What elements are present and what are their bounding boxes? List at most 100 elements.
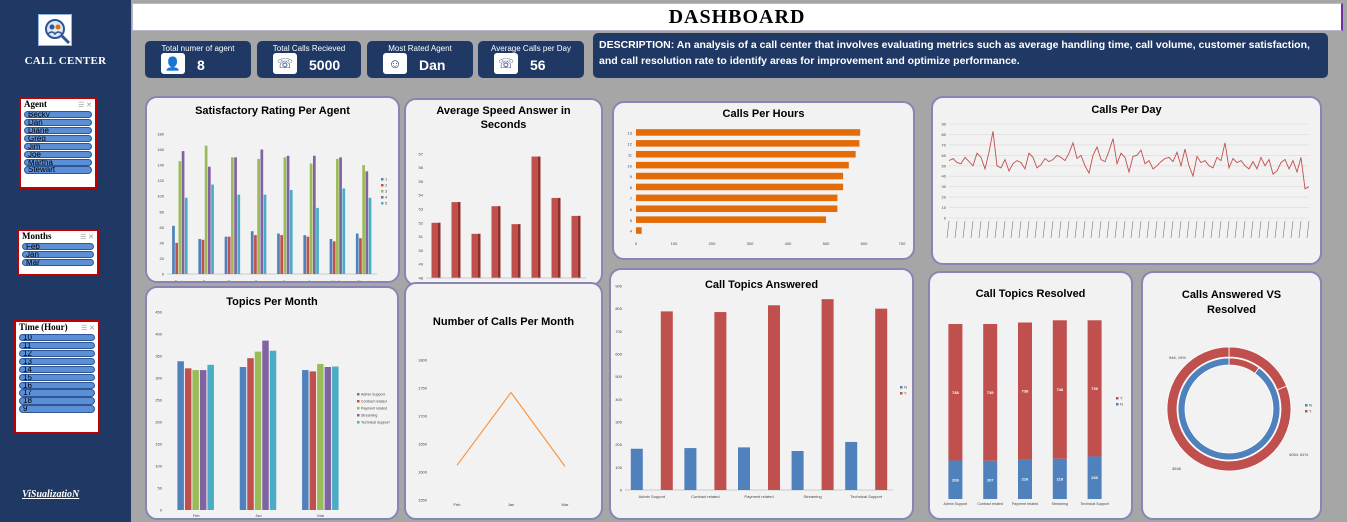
bar (768, 305, 780, 490)
legend-label: Streaming (361, 414, 377, 418)
y-tick-label: 5 (630, 218, 633, 223)
y-tick-label: 56 (419, 165, 424, 170)
bar (714, 312, 727, 490)
y-tick-label: 100 (155, 464, 162, 469)
slicer-item[interactable]: 17 (19, 389, 95, 397)
slicer-item[interactable]: Mar (22, 258, 94, 266)
y-tick-label: 53 (419, 207, 424, 212)
topics-per-month-panel: Topics Per Month 0 50 100 150 200 250 300 350 40… (145, 286, 399, 520)
x-tick-label (946, 220, 950, 239)
y-tick-label: 180 (157, 132, 164, 137)
data-label: 946, 19% (1169, 355, 1186, 360)
x-tick-label: Jan (255, 513, 261, 518)
bar-segment (1087, 320, 1102, 457)
bar (511, 224, 521, 278)
slicer-item[interactable]: 9 (19, 405, 95, 413)
slicer-item[interactable]: Feb (22, 242, 94, 250)
y-tick-label: 40 (160, 240, 165, 245)
slicer-item[interactable]: 12 (19, 349, 95, 357)
pie-slice (1166, 346, 1292, 472)
x-tick-label (1162, 220, 1166, 239)
y-tick-label: 8 (630, 185, 633, 190)
y-tick-label: 90 (942, 122, 947, 127)
x-tick-label (1282, 220, 1286, 239)
bar (317, 363, 324, 510)
y-tick-label: 12 (628, 142, 633, 147)
bar-shadow (558, 197, 561, 278)
chart-title: Satisfactory Rating Per Agent (195, 105, 350, 117)
x-tick-label (1154, 220, 1158, 239)
legend-swatch (381, 196, 384, 199)
bar (551, 197, 561, 278)
y-tick-label: 50 (158, 486, 163, 491)
satisfaction-chart-panel: Satisfactory Rating Per Agent 0 20 40 60 80 1… (145, 96, 400, 283)
x-tick-label (1266, 220, 1270, 239)
x-tick-label (1170, 220, 1174, 239)
slicer-item[interactable]: 14 (19, 365, 95, 373)
legend-swatch (1116, 403, 1119, 406)
bar (260, 149, 264, 274)
description-box: DESCRIPTION: An analysis of a call cente… (593, 33, 1328, 78)
x-tick-label (1026, 220, 1030, 239)
y-tick-label: 20 (942, 195, 947, 200)
call-topics-resolved-chart: 208 738 Admin Support 207 739 Contract relate… (944, 320, 1123, 506)
y-tick-label: 6 (630, 207, 633, 212)
bar (277, 233, 280, 274)
bar (738, 447, 750, 490)
x-tick-label (970, 220, 974, 239)
x-tick-label: 600 (861, 241, 868, 246)
slicer-item[interactable]: Joe (24, 150, 92, 158)
x-tick-label: Dan (203, 279, 210, 283)
slicer-item[interactable]: 15 (19, 373, 95, 381)
x-tick-label: Jan (508, 502, 514, 507)
bar (630, 448, 643, 490)
phone-icon: ☏ (273, 53, 297, 74)
x-tick-label (1074, 220, 1078, 239)
slicer-item[interactable]: 18 (19, 397, 95, 405)
x-tick-label (1306, 220, 1310, 239)
data-label: 748 (1056, 387, 1063, 392)
y-tick-label: 1550 (418, 498, 428, 503)
x-tick-label (1298, 220, 1302, 239)
filter-clear-icon[interactable]: ☰ ✕ (81, 324, 95, 332)
kpi-label: Average Calls per Day (491, 44, 571, 53)
slicer-item[interactable]: Dan (24, 118, 92, 126)
data-label: 739 (987, 390, 994, 395)
slicer-item[interactable]: Becky (24, 110, 92, 118)
bar (199, 370, 207, 510)
y-tick-label: 1700 (418, 414, 428, 419)
y-tick-label: 20 (160, 256, 165, 261)
bar (471, 233, 481, 278)
slicer-item[interactable]: Jim (24, 142, 92, 150)
y-tick-label: 1750 (418, 386, 428, 391)
slicer-item[interactable]: 16 (19, 381, 95, 389)
filter-clear-icon[interactable]: ☰ ✕ (78, 101, 92, 109)
bar (636, 194, 838, 202)
chart-title: Topics Per Month (226, 296, 318, 308)
bar-shadow (538, 156, 541, 278)
y-tick-label: 300 (155, 376, 162, 381)
call-topics-answered-panel: Call Topics Answered 0 100 200 300 400 500 600… (609, 268, 914, 520)
bar (254, 235, 257, 274)
chart-title: Calls Answered VS Resolved (1181, 289, 1282, 316)
slicer-item[interactable]: 11 (19, 341, 95, 349)
slicer-item[interactable]: Diane (24, 126, 92, 134)
x-tick-label: Becky (175, 279, 186, 283)
slicer-item[interactable]: Greg (24, 134, 92, 142)
slicer-item[interactable]: Jan (22, 250, 94, 258)
slicer-item[interactable]: Stewart (24, 166, 92, 174)
bar (254, 351, 262, 510)
slicer-item[interactable]: 13 (19, 357, 95, 365)
bar (660, 311, 673, 490)
chart-title: Calls Per Day (1091, 104, 1162, 116)
bar (451, 202, 461, 278)
legend-swatch (1116, 397, 1119, 400)
filter-clear-icon[interactable]: ☰ ✕ (80, 233, 94, 241)
kpi-total-agents: Total numer of agent 👤 8 (145, 41, 251, 78)
slicer-item[interactable]: Martha (24, 158, 92, 166)
slicer-item[interactable]: 10 (19, 333, 95, 341)
legend-label: N (904, 385, 907, 390)
y-tick-label: 600 (615, 352, 622, 357)
y-tick-label: 4 (630, 229, 633, 234)
bar (791, 451, 804, 490)
